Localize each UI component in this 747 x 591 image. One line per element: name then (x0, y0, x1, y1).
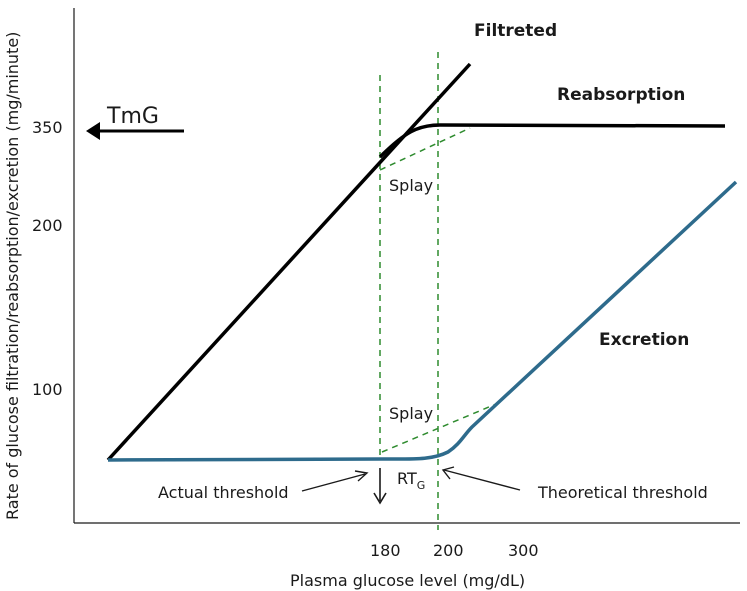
threshold-down-arrow-head (373, 492, 387, 505)
splay-lower-label: Splay (389, 404, 433, 423)
y-tick-label: 200 (32, 216, 63, 235)
actual-threshold-pointer-head (354, 470, 369, 482)
x-axis-label: Plasma glucose level (mg/dL) (290, 571, 525, 590)
actual-threshold-label: Actual threshold (158, 483, 289, 502)
splay-lower-guide (381, 403, 497, 453)
y-tick-label: 350 (32, 118, 63, 137)
rtg-label: RTG (397, 469, 425, 492)
tmg-arrow-head (86, 122, 100, 140)
series-line-filtreted (106, 62, 472, 462)
theoretical-threshold-pointer-head (441, 466, 455, 480)
y-tick-label: 100 (32, 380, 63, 399)
x-tick-label: 180 (370, 541, 401, 560)
series-line-excretion (107, 180, 738, 462)
splay-upper-guide (379, 127, 471, 171)
theoretical-threshold-pointer (443, 469, 521, 491)
splay-upper-label: Splay (389, 176, 433, 195)
y-axis-label: Rate of glucose filtration/reabsorption/… (3, 32, 22, 520)
x-tick-label: 300 (508, 541, 539, 560)
tmg-label: TmG (106, 104, 159, 129)
actual-threshold-pointer (301, 473, 366, 492)
series-label-excretion: Excretion (599, 330, 689, 350)
theoretical-threshold-label: Theoretical threshold (537, 483, 708, 502)
series-label-reabsorption: Reabsorption (557, 85, 685, 105)
series-line-reabsorption (378, 123, 726, 159)
x-tick-label: 200 (433, 541, 464, 560)
series-label-filtreted: Filtreted (474, 21, 557, 41)
